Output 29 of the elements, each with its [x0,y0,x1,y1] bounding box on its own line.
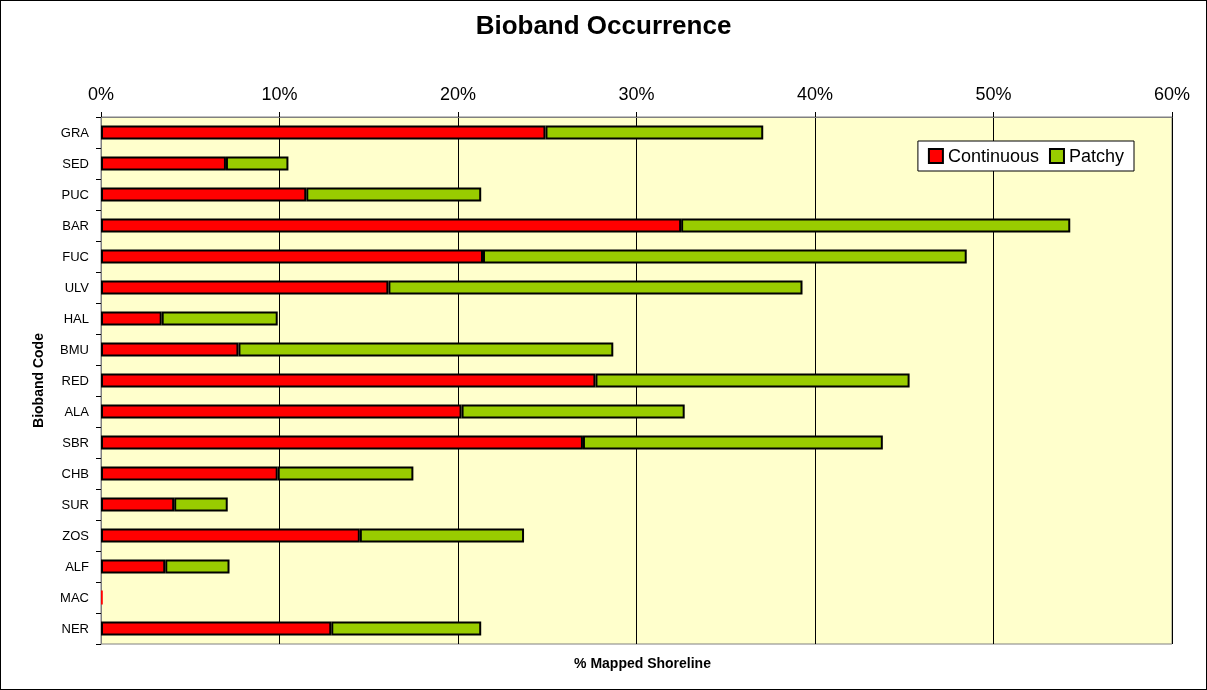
x-tick-label: 40% [796,84,834,104]
y-tick-label: GRA [60,125,90,140]
x-tick-label: 10% [261,84,298,104]
legend-label: Continuous [947,146,1039,166]
y-tick-label: PUC [61,187,89,202]
x-tick-label: 60% [1153,84,1191,104]
y-tick-label: ZOS [62,528,90,543]
y-tick-label: CHB [61,466,89,481]
legend-label: Patchy [1068,146,1124,166]
y-tick-label: SUR [61,497,89,512]
x-tick-label: 50% [975,84,1012,104]
y-tick-label: NER [61,621,89,636]
x-axis-title: % Mapped Shoreline [574,655,712,671]
y-tick-label: MAC [60,590,89,605]
x-tick-label: 0% [87,84,115,104]
y-tick-label: SED [62,156,89,171]
y-tick-label: ALA [64,404,90,419]
chart-title: Bioband Occurrence [475,10,732,40]
y-tick-label: HAL [63,311,89,326]
y-tick-label: BMU [60,342,89,357]
x-tick-label: 30% [618,84,655,104]
x-tick-label: 20% [439,84,477,104]
y-tick-label: SBR [62,435,89,450]
y-tick-label: RED [61,373,89,388]
y-tick-label: FUC [62,249,89,264]
y-axis-title: Bioband Code [30,332,46,428]
y-tick-label: BAR [62,218,89,233]
y-tick-label: ULV [64,280,90,295]
y-tick-label: ALF [65,559,90,574]
